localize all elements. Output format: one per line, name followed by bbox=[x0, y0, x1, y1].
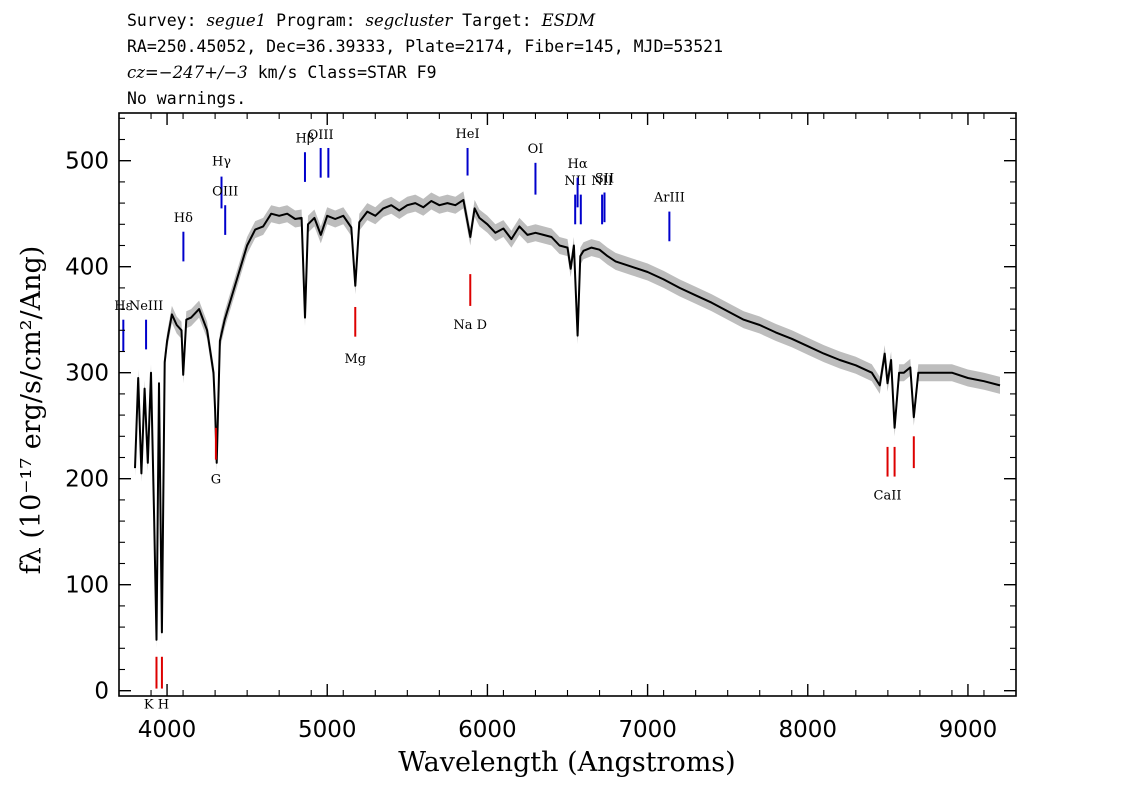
survey-value: segue1 bbox=[206, 11, 267, 30]
redshift-value: cz=−247+/−3 bbox=[127, 63, 248, 82]
x-tick-label: 4000 bbox=[138, 717, 197, 743]
x-tick-label: 7000 bbox=[618, 717, 677, 743]
spectrum-error-band bbox=[135, 191, 1000, 649]
absorption-line-label: Na D bbox=[453, 318, 487, 333]
spectrum-line bbox=[134, 198, 1001, 641]
emission-line-label: Hγ bbox=[212, 155, 231, 170]
y-tick-label: 400 bbox=[65, 255, 109, 281]
survey-key: Survey: bbox=[127, 11, 207, 30]
y-tick-label: 200 bbox=[65, 467, 109, 493]
class-text: km/s Class=STAR F9 bbox=[247, 63, 437, 82]
emission-line-label: NII bbox=[591, 174, 613, 189]
y-tick-label: 300 bbox=[65, 361, 109, 387]
emission-line-label: HeI bbox=[455, 127, 479, 142]
program-key: Program: bbox=[266, 11, 366, 30]
x-tick-label: 6000 bbox=[458, 717, 517, 743]
absorption-line-label: Mg bbox=[344, 352, 366, 367]
y-axis-label: fλ (10⁻¹⁷ erg/s/cm²/Ang) bbox=[16, 246, 47, 575]
y-tick-label: 0 bbox=[94, 679, 109, 705]
x-tick-label: 9000 bbox=[939, 717, 998, 743]
target-key: Target: bbox=[452, 11, 542, 30]
absorption-line-label: K H bbox=[144, 697, 169, 712]
emission-line-label: Hβ bbox=[296, 131, 315, 146]
emission-line-label: Hδ bbox=[174, 211, 193, 226]
x-tick-label: 8000 bbox=[778, 717, 837, 743]
emission-line-label: Hα bbox=[568, 157, 588, 172]
plot-frame bbox=[118, 112, 1017, 697]
emission-line-label: NeIII bbox=[129, 299, 163, 314]
emission-line-label: OIII bbox=[308, 128, 334, 143]
header-line-2: RA=250.45052, Dec=36.39333, Plate=2174, … bbox=[127, 37, 724, 56]
y-tick-label: 500 bbox=[65, 149, 109, 175]
emission-line-label: OIII bbox=[212, 184, 238, 199]
emission-line-label: OI bbox=[528, 142, 544, 157]
header-line-1: Survey: segue1 Program: segcluster Targe… bbox=[127, 11, 595, 31]
absorption-line-label: CaII bbox=[874, 489, 902, 504]
program-value: segcluster bbox=[365, 11, 453, 30]
header-line-3: cz=−247+/−3 km/s Class=STAR F9 bbox=[127, 63, 437, 83]
absorption-line-label: G bbox=[211, 473, 221, 488]
emission-line-label: NII bbox=[564, 174, 586, 189]
header-line-4: No warnings. bbox=[127, 89, 247, 108]
y-tick-label: 100 bbox=[65, 573, 109, 599]
emission-line-label: ArIII bbox=[653, 191, 685, 206]
x-axis-label: Wavelength (Angstroms) bbox=[398, 747, 735, 778]
x-tick-label: 5000 bbox=[298, 717, 357, 743]
emission-line-label: SII bbox=[595, 172, 614, 187]
target-value: ESDM bbox=[541, 11, 596, 30]
